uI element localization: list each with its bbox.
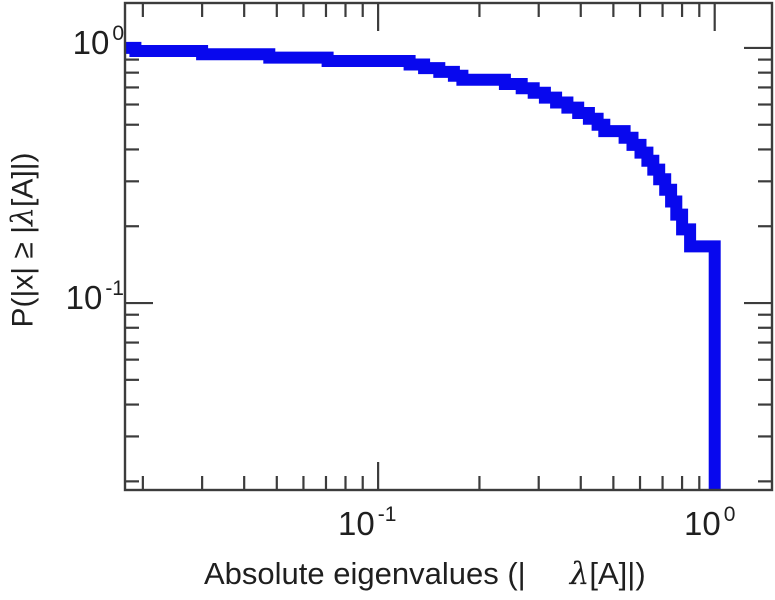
y-tick-label-1e-1: 10 -1 (30, 277, 124, 317)
lambda-symbol: λ (5, 206, 41, 226)
y-axis-label-text: P(|x| ≥ | (6, 225, 40, 328)
x-tick-label-1e0: 10 0 (684, 503, 736, 543)
x-tick-1e0-exponent: 0 (723, 503, 736, 526)
x-axis-label: Absolute eigenvalues (| λ [A]|) (204, 556, 646, 592)
x-axis-label-text: Absolute eigenvalues (| (204, 556, 526, 591)
y-tick-label-1e0: 10 0 (30, 22, 124, 62)
y-tick-1e-1-base: 10 (65, 279, 103, 316)
y-axis-label-bracket: [A]|) (6, 152, 40, 207)
plot-frame (123, 1, 774, 492)
y-tick-1e0-exponent: 0 (112, 22, 124, 45)
x-axis-label-bracket: [A]|) (589, 556, 646, 591)
axis-ticks (125, 3, 772, 490)
x-tick-1e-1-base: 10 (338, 505, 375, 542)
x-tick-1e0-base: 10 (684, 505, 721, 542)
x-tick-1e-1-exponent: -1 (377, 503, 397, 526)
x-tick-label-1e-1: 10 -1 (338, 503, 397, 543)
y-tick-1e0-base: 10 (72, 24, 110, 61)
ccdf-step-line (125, 41, 721, 490)
lambda-symbol: λ (569, 556, 590, 592)
y-tick-1e-1-exponent: -1 (105, 277, 124, 300)
y-axis-label: P(|x| ≥ |λ[A]|) (6, 153, 41, 328)
